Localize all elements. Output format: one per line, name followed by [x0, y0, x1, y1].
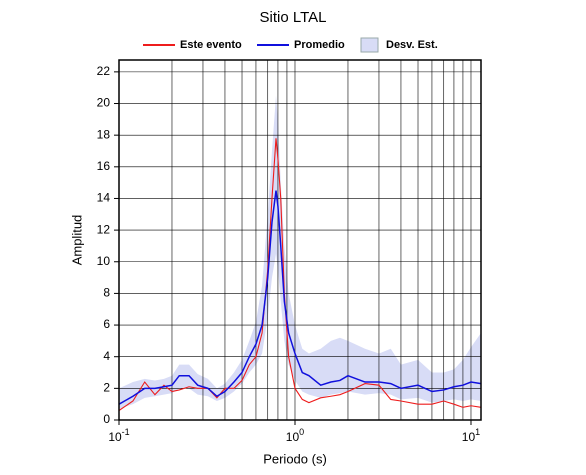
- y-tick-label: 12: [97, 222, 111, 236]
- x-tick-exponent: 0: [299, 427, 304, 437]
- y-axis-label: Amplitud: [69, 215, 84, 266]
- x-tick-exponent: 1: [475, 427, 480, 437]
- y-tick-label: 10: [97, 254, 111, 268]
- y-tick-label: 20: [97, 96, 111, 110]
- chart-title: Sitio LTAL: [260, 9, 327, 26]
- legend-label: Este evento: [180, 39, 242, 51]
- plot-frame: [118, 59, 482, 421]
- legend-label: Promedio: [294, 39, 345, 51]
- y-tick-label: 0: [103, 412, 110, 426]
- y-tick-label: 8: [103, 286, 110, 300]
- x-tick-base: 10: [462, 430, 476, 444]
- legend-swatch: [360, 37, 379, 53]
- y-tick-label: 2: [103, 381, 110, 395]
- y-tick-label: 16: [97, 159, 111, 173]
- series-line: [118, 138, 482, 411]
- x-tick-base: 10: [108, 430, 122, 444]
- x-tick-exponent: -1: [122, 427, 130, 437]
- y-tick-label: 6: [103, 317, 110, 331]
- x-tick-label: 101: [462, 427, 480, 444]
- y-tick-label: 22: [97, 64, 111, 78]
- y-tick-label: 18: [97, 127, 111, 141]
- legend-label: Desv. Est.: [386, 39, 438, 51]
- series-line: [118, 190, 482, 405]
- x-tick-label: 100: [286, 427, 304, 444]
- x-axis-label: Periodo (s): [263, 451, 327, 466]
- std-band: [119, 95, 481, 409]
- y-tick-label: 14: [97, 191, 111, 205]
- y-tick-label: 4: [103, 349, 110, 363]
- x-tick-label: 10-1: [108, 427, 129, 444]
- x-tick-base: 10: [286, 430, 300, 444]
